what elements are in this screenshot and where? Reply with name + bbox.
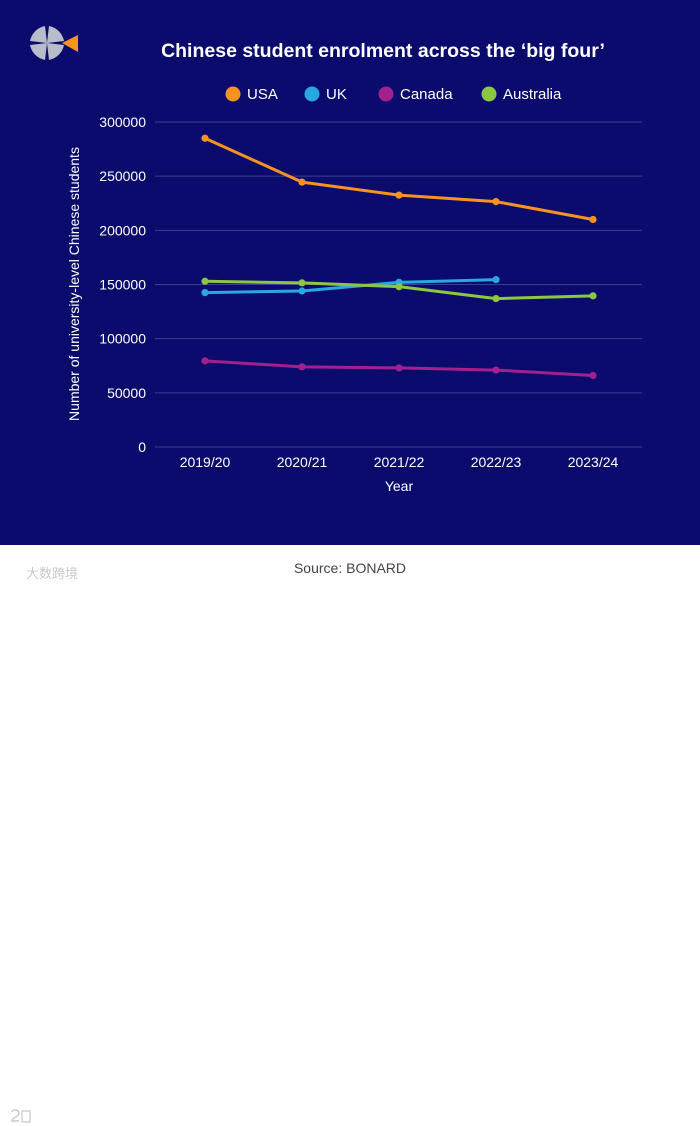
data-point	[201, 289, 209, 297]
data-point	[298, 363, 306, 371]
legend-label: Australia	[503, 86, 562, 103]
series-usa	[201, 134, 597, 224]
data-point	[492, 366, 500, 374]
watermark-icon	[11, 1109, 31, 1123]
data-point	[201, 277, 209, 285]
x-tick-label: 2022/23	[471, 454, 522, 470]
x-axis-label: Year	[385, 478, 414, 494]
footer	[0, 545, 700, 1123]
y-tick-label: 250000	[99, 168, 146, 184]
series-lines	[201, 134, 597, 380]
data-point	[589, 371, 597, 380]
y-axis-label: Number of university-level Chinese stude…	[66, 147, 82, 421]
y-tick-label: 50000	[107, 385, 146, 401]
legend-marker	[225, 86, 241, 102]
series-canada	[201, 357, 597, 380]
data-point	[395, 191, 403, 199]
logo-petal	[30, 43, 47, 60]
line-chart: Chinese student enrolment across the ‘bi…	[30, 26, 642, 494]
data-point	[395, 283, 403, 291]
logo-petal	[30, 26, 47, 43]
logo-petal	[47, 26, 64, 43]
data-point	[492, 198, 500, 206]
data-point	[395, 364, 403, 372]
legend-marker	[481, 86, 497, 102]
chart-title: Chinese student enrolment across the ‘bi…	[161, 40, 605, 62]
series-australia	[201, 277, 597, 303]
data-point	[201, 134, 209, 142]
data-point	[298, 178, 306, 186]
bonard-logo-icon	[30, 26, 78, 60]
y-tick-label: 300000	[99, 114, 146, 130]
x-tick-label: 2023/24	[568, 454, 619, 470]
y-tick-label: 150000	[99, 277, 146, 293]
legend: USA UK Canada Australia	[225, 86, 562, 103]
legend-item-uk: UK	[304, 86, 347, 103]
data-point	[589, 215, 597, 224]
x-tick-label: 2020/21	[277, 454, 328, 470]
legend-marker	[378, 86, 394, 102]
data-point	[201, 357, 209, 365]
legend-marker	[304, 86, 320, 102]
data-point	[298, 279, 306, 287]
data-point	[492, 294, 500, 303]
watermark-text: 大数跨境	[26, 567, 79, 582]
chart-panel: Chinese student enrolment across the ‘bi…	[0, 0, 700, 545]
y-tick-label: 200000	[99, 222, 146, 238]
data-point	[492, 276, 500, 284]
gridlines	[155, 121, 642, 448]
legend-item-usa: USA	[225, 86, 278, 103]
y-axis-ticks: 0 50000 100000 150000 200000 250000 300000	[99, 114, 146, 455]
x-tick-label: 2021/22	[374, 454, 425, 470]
source-text: Source: BONARD	[293, 560, 407, 576]
logo-petal	[47, 43, 64, 60]
data-point	[298, 287, 306, 295]
data-point	[589, 292, 597, 300]
logo-triangle	[62, 35, 78, 52]
legend-label: Canada	[400, 86, 453, 103]
y-tick-label: 0	[138, 439, 146, 455]
legend-label: UK	[326, 86, 347, 103]
x-axis-ticks: 2019/20 2020/21 2021/22 2022/23 2023/24	[180, 454, 619, 470]
series-line-uk	[203, 278, 498, 295]
y-tick-label: 100000	[99, 331, 146, 347]
legend-item-australia: Australia	[481, 86, 562, 103]
legend-label: USA	[247, 86, 278, 103]
x-tick-label: 2019/20	[180, 454, 231, 470]
series-line-usa	[203, 136, 595, 221]
legend-item-canada: Canada	[378, 86, 453, 103]
